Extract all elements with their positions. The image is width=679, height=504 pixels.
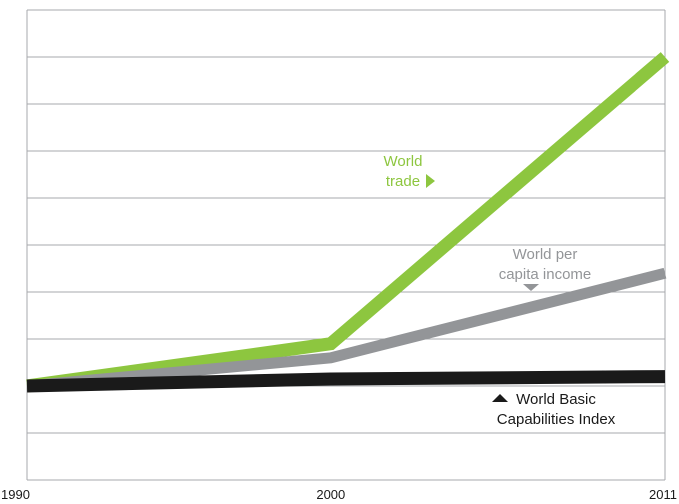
series-label-3-line-2: Capabilities Index <box>497 411 616 428</box>
up-triangle-icon <box>492 394 508 402</box>
x-tick-label: 2000 <box>316 487 345 502</box>
series-label-2-line-2: capita income <box>499 266 592 283</box>
x-tick-label: 2011 <box>649 487 677 502</box>
chart-series <box>26 52 670 393</box>
series-line-1 <box>26 52 670 393</box>
series-label-1-line-1: World <box>384 153 423 170</box>
series-label-3-line-1: World Basic <box>516 391 596 408</box>
series-label-1-line-2: trade <box>386 173 420 190</box>
series-labels: World trade World per capita income World Ba… <box>384 153 616 428</box>
right-triangle-icon <box>426 174 435 188</box>
x-axis-ticks: 1990 2000 2011 <box>1 487 677 502</box>
chart-grid <box>26 9 666 481</box>
series-line-3 <box>26 370 666 393</box>
series-label-2-line-1: World per <box>513 246 578 263</box>
series-line-2 <box>26 267 667 392</box>
down-triangle-icon <box>523 284 539 291</box>
x-tick-label: 1990 <box>1 487 30 502</box>
